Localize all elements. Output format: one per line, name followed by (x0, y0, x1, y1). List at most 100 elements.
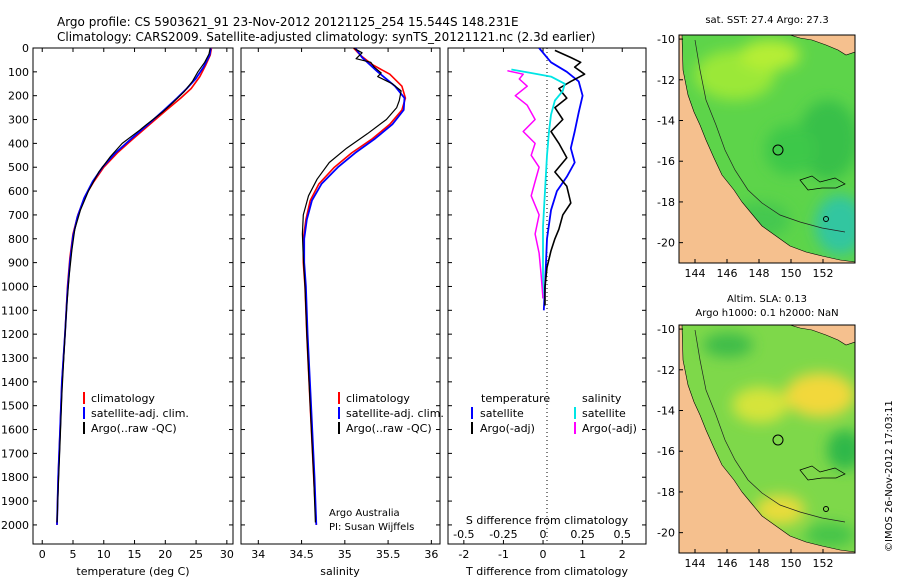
sla-argo-position (772, 434, 784, 446)
map-lon-label: 152 (813, 267, 834, 280)
y-tick-label: 1800 (1, 471, 29, 484)
difference-x-axis: -2 -1 0 1 2 (458, 48, 626, 561)
y-tick-label: 1700 (1, 447, 29, 460)
imos-footer: ©IMOS 26-Nov-2012 17:03:11 (884, 400, 895, 552)
x-tick-label: -2 (458, 548, 469, 561)
sla-map: Altim. SLA: 0.13 Argo h1000: 0.1 h2000: … (657, 294, 856, 570)
sla-map-ticks: 144 146 148 150 152 -10 -12 -14 -16 -18 -20 (657, 323, 833, 570)
y-tick-label: 500 (8, 161, 29, 174)
sst-map-title: sat. SST: 27.4 Argo: 27.3 (705, 15, 828, 26)
sst-map: sat. SST: 27.4 Argo: 27.3 144 146 148 150 15… (657, 15, 856, 280)
sla-high-patch (785, 373, 855, 417)
temperature-x-axis: 0 5 10 15 20 25 30 (39, 48, 234, 561)
x-tick-label: 30 (220, 548, 234, 561)
series-line-t-satellite (538, 48, 584, 311)
map-lon-label: 150 (781, 557, 802, 570)
series-line-t-argo (544, 49, 586, 306)
legend-climatology-label: climatology (91, 392, 155, 405)
x-tick-label: 34.5 (289, 548, 314, 561)
depth-axis: 0 100 200 300 400 500 600 700 800 900 1000 1100 1200… (1, 42, 233, 532)
y-tick-label: 400 (8, 137, 29, 150)
y-tick-label: 1900 (1, 495, 29, 508)
sla-map-title-line2: Argo h1000: 0.1 h2000: NaN (695, 308, 838, 319)
salinity-depth-ticks (241, 47, 440, 526)
sla-low-patch (805, 523, 855, 547)
series-line-argo (301, 48, 402, 523)
y-tick-label: 800 (8, 233, 29, 246)
sla-map-title-line1: Altim. SLA: 0.13 (727, 294, 807, 305)
x-tick-label: 36 (424, 548, 438, 561)
legend-t-satellite-label: satellite (480, 407, 524, 420)
difference-panel: -2 -1 0 1 2 T difference from climatology S … (447, 47, 647, 578)
y-tick-label: 2000 (1, 519, 29, 532)
map-lon-label: 144 (685, 267, 706, 280)
sst-map-ticks: 144 146 148 150 152 -10 -12 -14 -16 -18 -20 (657, 33, 833, 280)
legend-s-satellite-label: satellite (582, 407, 626, 420)
x2-tick-label: 0.25 (570, 528, 595, 541)
x-tick-label: 1 (579, 548, 586, 561)
sla-low-patch (703, 333, 753, 357)
sst-station-marker (823, 216, 829, 222)
y-tick-label: 0 (22, 42, 29, 55)
x2-tick-label: 0 (540, 528, 547, 541)
sla-land-coast (679, 325, 855, 553)
x-tick-label: 35 (338, 548, 352, 561)
series-line-satellite (56, 48, 212, 525)
x-tick-label: 35.5 (376, 548, 401, 561)
salinity-legend: climatology satellite-adj. clim. Argo(..… (338, 392, 444, 435)
sst-map-field (679, 35, 855, 263)
difference-series (507, 48, 586, 311)
legend-argo-label: Argo(..raw -QC) (346, 422, 432, 435)
map-lat-label: -12 (657, 364, 675, 377)
temperature-series (56, 48, 213, 525)
map-lat-label: -12 (657, 74, 675, 87)
x-tick-label: 5 (70, 548, 77, 561)
map-lon-label: 148 (749, 557, 770, 570)
series-line-climatology (56, 48, 213, 525)
sst-land-newguinea (789, 35, 855, 56)
salinity-difference-ticks: -0.5 -0.25 0 0.25 0.5 (453, 528, 631, 541)
y-tick-label: 600 (8, 185, 29, 198)
map-lat-label: -10 (657, 33, 675, 46)
map-lat-label: -10 (657, 323, 675, 336)
map-lat-label: -18 (657, 486, 675, 499)
map-lat-label: -16 (657, 445, 675, 458)
map-lon-label: 144 (685, 557, 706, 570)
x-tick-label: 10 (97, 548, 111, 561)
map-lon-label: 152 (813, 557, 834, 570)
temperature-axes-frame (32, 47, 234, 545)
map-lat-label: -20 (657, 527, 675, 540)
map-lon-label: 148 (749, 267, 770, 280)
y-tick-label: 1100 (1, 304, 29, 317)
salinity-series (301, 48, 407, 525)
map-lat-label: -16 (657, 155, 675, 168)
x-tick-label: 20 (158, 548, 172, 561)
sla-low-patch (827, 430, 855, 470)
sla-map-frame (678, 324, 856, 554)
legend-temperature-header: temperature (481, 392, 550, 405)
temperature-panel: 0100200300400500600700800900100011001200… (1, 42, 234, 578)
sst-cool-patch (815, 195, 855, 255)
sst-map-frame (678, 34, 856, 264)
y-tick-label: 300 (8, 114, 29, 127)
sla-isobath (694, 329, 846, 523)
y-tick-label: 1000 (1, 280, 29, 293)
x2-tick-label: -0.5 (453, 528, 474, 541)
map-lon-label: 146 (717, 557, 738, 570)
argo-australia-annotation: Argo Australia (329, 508, 400, 519)
map-lon-label: 150 (781, 267, 802, 280)
y-tick-label: 1400 (1, 376, 29, 389)
map-lat-label: -14 (657, 115, 675, 128)
figure-title-line2: Climatology: CARS2009. Satellite-adjuste… (57, 30, 595, 44)
y-tick-label: 100 (8, 66, 29, 79)
y-tick-label: 200 (8, 90, 29, 103)
sst-isobath (694, 39, 846, 233)
x-tick-label: 0 (540, 548, 547, 561)
map-lat-label: -20 (657, 237, 675, 250)
difference-legend: temperature salinity satellite Argo(-adj… (471, 392, 637, 435)
x-tick-label: 2 (619, 548, 626, 561)
salinity-x-axis: 34 34.5 35 35.5 36 (251, 48, 438, 561)
salinity-panel: 34 34.5 35 35.5 36 salinity climatology sate… (240, 47, 444, 578)
x2-tick-label: -0.25 (489, 528, 517, 541)
series-line-s-satellite (511, 68, 566, 299)
